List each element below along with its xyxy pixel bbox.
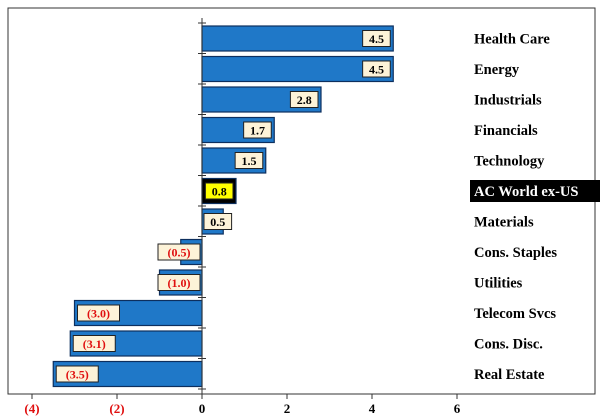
category-label-utilities: Utilities <box>474 276 523 292</box>
value-label-real-estate: (3.5) <box>66 368 89 382</box>
value-label-energy: 4.5 <box>369 63 384 77</box>
value-label-technology: 1.5 <box>241 154 256 168</box>
x-tick-label: 6 <box>454 401 461 416</box>
x-tick-label: 0 <box>199 401 206 416</box>
value-label-materials: 0.5 <box>210 215 225 229</box>
category-label-industrials: Industrials <box>474 93 542 109</box>
bar-health-care <box>201 25 394 52</box>
x-tick-label: (2) <box>109 401 124 416</box>
x-tick-label: 4 <box>369 401 376 416</box>
category-label-cons-staples: Cons. Staples <box>474 245 557 261</box>
x-tick-label: 2 <box>284 401 291 416</box>
value-label-box <box>289 91 319 108</box>
value-label-box <box>203 213 233 230</box>
value-label-box <box>55 365 99 383</box>
value-label-financials: 1.7 <box>250 124 265 138</box>
value-label-box <box>234 152 264 169</box>
value-label-industrials: 2.8 <box>297 93 312 107</box>
value-label-box <box>362 60 391 78</box>
axis-layer: (4) (2) 0 2 4 6 <box>24 18 461 416</box>
category-label-financials: Financials <box>474 123 538 139</box>
value-label-box <box>243 121 272 139</box>
value-label-ac-world-ex-us: 0.8 <box>212 185 227 199</box>
category-label-cons-disc: Cons. Disc. <box>474 337 543 353</box>
labels-layer: 4.5 Health Care 4.5 Energy 2.8 Industrials 1.7… <box>55 30 600 383</box>
value-label-box <box>157 243 201 261</box>
value-label-box <box>72 335 116 352</box>
value-label-box <box>204 182 234 200</box>
value-label-cons-disc: (3.1) <box>83 337 106 351</box>
value-label-health-care: 4.5 <box>369 32 384 46</box>
value-label-box <box>77 304 120 322</box>
x-tick-label: (4) <box>24 401 39 416</box>
category-label-health-care: Health Care <box>474 32 550 48</box>
category-label-materials: Materials <box>474 215 534 231</box>
bar-energy <box>201 55 394 83</box>
category-label-technology: Technology <box>474 154 545 170</box>
category-label-ac-world-ex-us: AC World ex-US <box>474 184 578 200</box>
category-label-telecom-svcs: Telecom Svcs <box>474 306 556 322</box>
value-label-box <box>362 30 391 47</box>
category-highlight-bg <box>470 180 600 202</box>
value-label-cons-staples: (0.5) <box>168 246 191 260</box>
value-label-utilities: (1.0) <box>168 276 191 290</box>
value-label-telecom-svcs: (3.0) <box>87 307 110 321</box>
category-label-energy: Energy <box>474 62 520 78</box>
value-label-box <box>157 274 201 291</box>
category-label-real-estate: Real Estate <box>474 367 545 383</box>
